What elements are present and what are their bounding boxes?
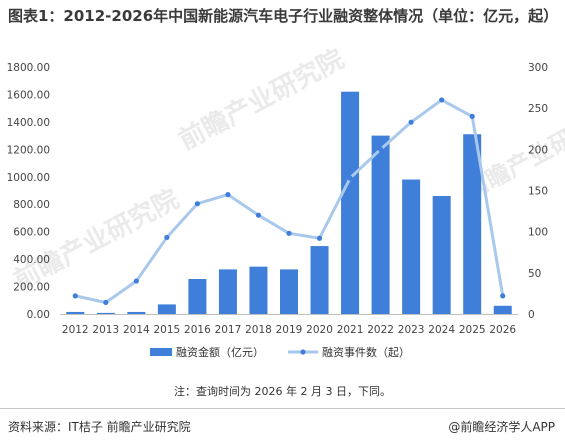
line-point-2015 <box>164 234 170 241</box>
x-tick-label: 2015 <box>153 324 180 336</box>
axes: 0.00 200.00 400.00 600.00 800.00 1000.00 1200.… <box>7 62 548 336</box>
y-left-tick-label: 1800.00 <box>7 62 50 74</box>
x-tick-label: 2020 <box>306 324 333 336</box>
x-tick-label: 2026 <box>489 324 516 336</box>
y-right-tick-label: 100 <box>528 227 548 239</box>
line-point-2019 <box>286 230 292 236</box>
x-tick-label: 2016 <box>184 324 211 336</box>
y-left-tick-label: 600.00 <box>13 227 50 239</box>
y-right-tick-label: 200 <box>528 144 548 156</box>
y-right-tick-label: 50 <box>528 268 541 280</box>
line-point-2013 <box>103 299 109 306</box>
y-left-tick-label: 1000.00 <box>7 172 50 184</box>
x-tick-label: 2017 <box>215 324 242 336</box>
y-right-tick-label: 150 <box>528 186 548 198</box>
y-left-tick-label: 1400.00 <box>7 117 50 129</box>
chart-title: 图表1：2012-2026年中国新能源汽车电子行业融资整体情况（单位：亿元，起） <box>8 7 559 25</box>
line-point-2020 <box>316 235 323 241</box>
x-tick-label: 2021 <box>337 324 364 336</box>
y-left-tick-label: 1200.00 <box>7 144 50 156</box>
bar-2019 <box>280 269 298 314</box>
line-point-2014 <box>133 278 139 284</box>
y-right-tick-label: 0 <box>528 309 535 321</box>
line-point-2017 <box>225 192 231 198</box>
legend-swatch-bar <box>150 348 172 356</box>
legend-label-bar: 融资金额（亿元） <box>176 345 264 359</box>
y-right-tick-label: 250 <box>528 103 548 115</box>
y-left-tick-label: 200.00 <box>13 282 50 294</box>
line-point-2016 <box>194 201 200 207</box>
y-left-tick-label: 800.00 <box>13 199 50 211</box>
bar-2018 <box>249 266 268 314</box>
line-point-2012 <box>72 293 78 299</box>
bar-2017 <box>218 269 237 314</box>
legend: 融资金额（亿元） 融资事件数（起） <box>150 345 410 359</box>
x-tick-label: 2025 <box>459 324 486 336</box>
line-point-2021 <box>347 175 353 181</box>
bar-2015 <box>157 304 176 314</box>
bar-2025 <box>463 134 482 314</box>
line-point-2026 <box>500 293 506 299</box>
legend-label-line: 融资事件数（起） <box>322 346 410 359</box>
line-point-2022 <box>378 146 384 152</box>
bar-2012 <box>66 311 85 314</box>
x-tick-label: 2013 <box>92 324 119 336</box>
line-point-2025 <box>469 113 475 119</box>
chart-note: 注：查询时间为 2026 年 2 月 3 日，下同。 <box>174 385 391 398</box>
y-right-tick-label: 300 <box>528 62 548 74</box>
source-text: 资料来源：IT桔子 前瞻产业研究院 <box>8 420 191 434</box>
bar-2023 <box>402 179 421 314</box>
bar-2013 <box>96 312 115 314</box>
x-tick-label: 2014 <box>123 324 150 336</box>
y-left-tick-label: 0.00 <box>27 309 50 321</box>
x-tick-label: 2019 <box>276 324 303 336</box>
bar-2021 <box>341 91 360 314</box>
bar-2026 <box>493 305 512 314</box>
credit-text: @前瞻经济学人APP <box>448 420 555 434</box>
x-tick-label: 2022 <box>367 324 394 336</box>
bar-2024 <box>432 195 451 314</box>
x-tick-label: 2012 <box>62 324 89 336</box>
bar-2020 <box>310 246 329 314</box>
bar-series <box>66 91 512 314</box>
bar-2016 <box>188 279 207 314</box>
y-left-tick-label: 1600.00 <box>7 89 50 101</box>
legend-swatch-point <box>300 349 306 355</box>
x-tick-label: 2023 <box>398 324 425 336</box>
bar-2014 <box>127 311 146 314</box>
bar-2022 <box>371 135 390 314</box>
y-left-tick-label: 400.00 <box>13 254 50 266</box>
divider <box>0 408 565 409</box>
line-point-2023 <box>408 119 414 125</box>
watermark-text: 前瞻产业研究院 <box>174 43 349 156</box>
line-series <box>72 97 506 306</box>
line-point-2018 <box>255 212 262 218</box>
x-tick-label: 2018 <box>245 324 272 336</box>
line-point-2024 <box>439 97 445 103</box>
x-tick-label: 2024 <box>428 324 455 336</box>
chart: 前瞻产业研究院 前瞻产业研究院 前瞻产业研究院 0.00200.00400.00… <box>7 43 565 359</box>
